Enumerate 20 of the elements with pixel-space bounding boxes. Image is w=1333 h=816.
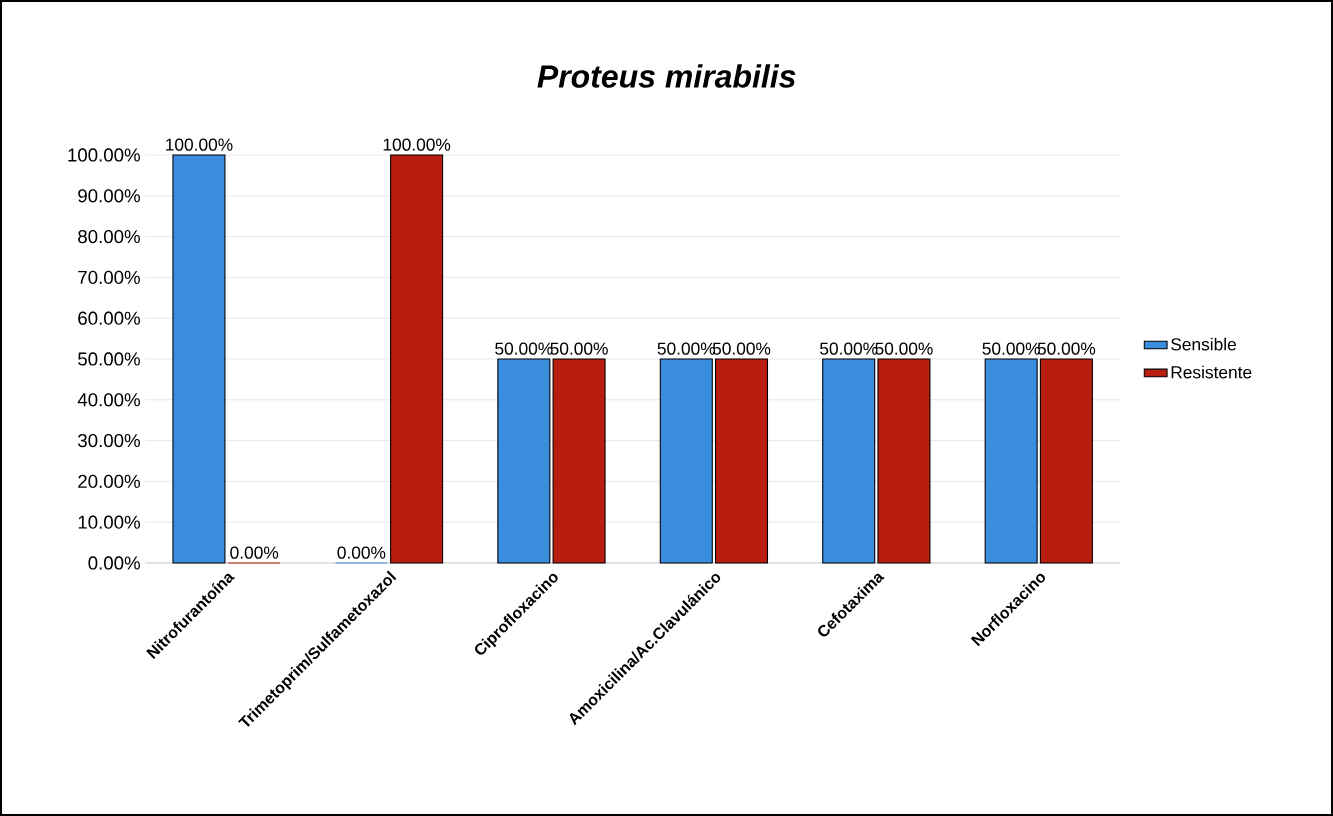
- chart-title: Proteus mirabilis: [537, 64, 796, 88]
- legend-label: Sensible: [1171, 337, 1236, 351]
- y-tick-label: 10.00%: [78, 515, 140, 529]
- data-label: 50.00%: [1037, 342, 1096, 355]
- y-tick-label: 40.00%: [77, 393, 140, 407]
- y-tick-label: 100.00%: [68, 148, 140, 162]
- data-label: 0.00%: [230, 546, 279, 559]
- y-tick-label: 80.00%: [78, 229, 140, 244]
- legend-label: Resistente: [1171, 365, 1252, 379]
- y-tick-label: 30.00%: [78, 433, 140, 448]
- y-tick-label: 0.00%: [88, 556, 140, 570]
- data-label: 100.00%: [166, 138, 233, 151]
- y-tick-label: 20.00%: [78, 474, 140, 488]
- y-tick-label: 90.00%: [78, 189, 140, 203]
- data-label: 50.00%: [982, 342, 1040, 355]
- data-label: 100.00%: [383, 138, 451, 151]
- y-tick-label: 50.00%: [78, 352, 140, 366]
- y-tick-label: 70.00%: [78, 270, 140, 284]
- y-tick-label: 60.00%: [78, 311, 140, 325]
- data-label: 0.00%: [337, 546, 386, 559]
